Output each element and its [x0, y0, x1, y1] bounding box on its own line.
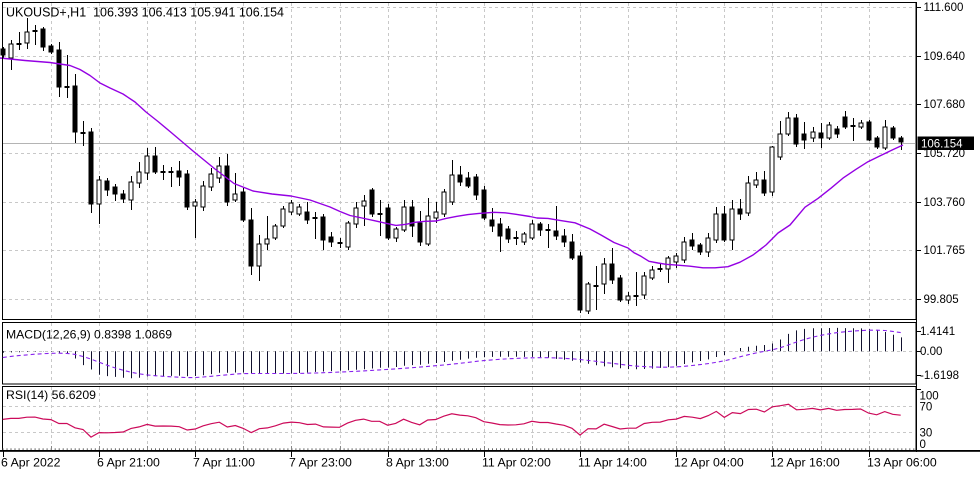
svg-text:11 Apr 02:00: 11 Apr 02:00 [482, 456, 551, 470]
svg-text:11 Apr 14:00: 11 Apr 14:00 [578, 456, 647, 470]
svg-text:107.680: 107.680 [924, 99, 966, 111]
svg-text:105.720: 105.720 [924, 148, 966, 160]
svg-text:12 Apr 16:00: 12 Apr 16:00 [770, 456, 840, 470]
svg-text:106.154: 106.154 [921, 139, 963, 151]
svg-text:12 Apr 04:00: 12 Apr 04:00 [674, 456, 744, 470]
svg-text:103.760: 103.760 [924, 197, 966, 209]
svg-text:109.640: 109.640 [924, 51, 966, 63]
svg-text:1.4141: 1.4141 [920, 326, 955, 338]
svg-text:99.805: 99.805 [924, 294, 959, 306]
svg-text:7 Apr 11:00: 7 Apr 11:00 [193, 456, 255, 470]
svg-text:8 Apr 13:00: 8 Apr 13:00 [386, 456, 449, 470]
svg-text:111.600: 111.600 [924, 2, 964, 14]
svg-text:6 Apr 21:00: 6 Apr 21:00 [97, 456, 160, 470]
svg-text:101.765: 101.765 [924, 245, 966, 257]
svg-text:7 Apr 23:00: 7 Apr 23:00 [289, 456, 352, 470]
svg-text:70: 70 [920, 401, 933, 413]
svg-text:13 Apr 06:00: 13 Apr 06:00 [867, 456, 937, 470]
svg-text:-1.6198: -1.6198 [920, 370, 959, 382]
svg-text:6 Apr 2022: 6 Apr 2022 [1, 456, 61, 470]
svg-text:0: 0 [920, 439, 926, 451]
svg-text:100: 100 [920, 390, 939, 402]
svg-text:UKOUSD+,H1 106.393 106.413 10: UKOUSD+,H1 106.393 106.413 105.941 106.1… [6, 5, 284, 20]
svg-text:MACD(12,26,9) 0.8398 1.0869: MACD(12,26,9) 0.8398 1.0869 [6, 328, 172, 342]
svg-text:0.00: 0.00 [920, 346, 942, 358]
svg-text:30: 30 [920, 427, 933, 439]
svg-text:RSI(14) 56.6209: RSI(14) 56.6209 [6, 388, 96, 402]
